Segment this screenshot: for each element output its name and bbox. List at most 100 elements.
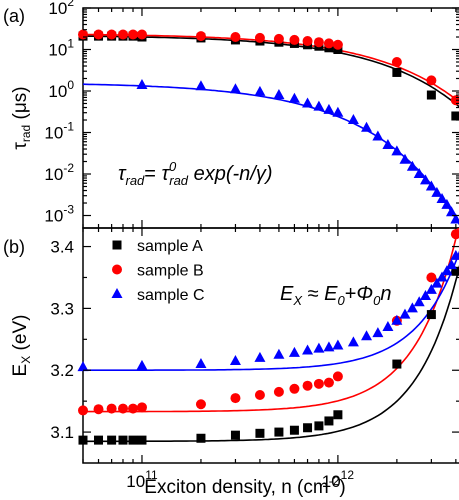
data-point-b-C bbox=[441, 265, 453, 276]
panel-b-label: (b) bbox=[3, 237, 25, 257]
legend-label: sample C bbox=[137, 287, 205, 304]
data-point-b-C bbox=[420, 290, 432, 301]
data-point-b-B bbox=[106, 403, 117, 414]
data-point-a-C bbox=[323, 103, 335, 114]
data-point-b-A bbox=[451, 266, 459, 276]
data-point-a-B bbox=[302, 36, 313, 47]
legend-marker-C bbox=[111, 288, 123, 298]
data-point-b-C bbox=[77, 361, 89, 372]
x-tick-label: 1011 bbox=[126, 468, 158, 491]
data-point-b-B bbox=[289, 383, 300, 394]
data-point-b-A bbox=[137, 435, 147, 445]
data-point-a-C bbox=[136, 78, 148, 89]
data-point-b-A bbox=[196, 433, 206, 443]
data-point-b-C bbox=[391, 314, 403, 325]
data-point-b-B bbox=[136, 402, 147, 413]
data-point-b-C bbox=[436, 271, 448, 282]
data-point-a-A bbox=[451, 111, 459, 121]
data-point-a-B bbox=[273, 33, 284, 44]
data-point-a-C bbox=[302, 97, 314, 108]
data-point-b-C bbox=[413, 296, 425, 307]
data-point-a-C bbox=[425, 180, 437, 191]
data-point-a-C bbox=[399, 153, 411, 164]
data-point-a-B bbox=[289, 34, 300, 45]
data-point-b-B bbox=[78, 405, 88, 416]
data-point-a-C bbox=[254, 85, 266, 96]
data-point-b-C bbox=[313, 342, 325, 353]
data-point-b-C bbox=[195, 358, 207, 369]
data-point-b-C bbox=[254, 351, 266, 362]
data-point-b-C bbox=[361, 330, 373, 341]
data-point-b-B bbox=[254, 389, 265, 400]
data-point-a-A bbox=[426, 90, 436, 100]
legend-marker-B bbox=[112, 264, 122, 275]
y-tick-label: 3.2 bbox=[50, 361, 74, 380]
y-tick-label: 100 bbox=[48, 78, 74, 101]
data-point-b-C bbox=[406, 302, 418, 313]
data-point-a-B bbox=[313, 37, 324, 48]
data-point-a-C bbox=[391, 145, 403, 156]
y-tick-label: 10-1 bbox=[44, 120, 74, 143]
panel-a-label: (a) bbox=[3, 6, 25, 26]
data-point-a-B bbox=[254, 32, 265, 43]
x-tick-label: 1012 bbox=[322, 468, 355, 491]
data-point-a-B bbox=[230, 32, 241, 43]
legend-label: sample B bbox=[137, 263, 204, 280]
data-point-b-C bbox=[273, 348, 285, 359]
data-point-b-B bbox=[93, 404, 104, 415]
y-tick-label: 3.3 bbox=[50, 299, 74, 318]
equation-a: τrad= τ0 rad exp(-n/γ) bbox=[118, 159, 273, 188]
data-point-b-A bbox=[274, 427, 284, 437]
data-point-b-C bbox=[347, 336, 359, 347]
y-axis-label-a: τrad (μs) bbox=[10, 86, 33, 149]
data-point-a-C bbox=[445, 206, 457, 217]
data-point-a-B bbox=[195, 31, 206, 42]
data-point-a-B bbox=[136, 29, 147, 40]
data-point-b-A bbox=[230, 430, 240, 440]
data-point-a-B bbox=[93, 29, 104, 40]
data-point-a-C bbox=[420, 174, 432, 185]
data-point-b-B bbox=[332, 371, 343, 382]
y-tick-label: 10-2 bbox=[44, 161, 74, 184]
data-point-b-A bbox=[118, 435, 128, 445]
panel-b-frame bbox=[82, 227, 459, 464]
data-point-b-A bbox=[426, 310, 436, 320]
fit-line-C bbox=[83, 83, 459, 226]
data-point-b-C bbox=[431, 277, 443, 288]
data-point-a-A bbox=[392, 67, 402, 77]
data-point-b-B bbox=[450, 229, 459, 240]
y-tick-label: 3.4 bbox=[50, 238, 74, 257]
data-point-b-C bbox=[323, 341, 335, 352]
data-point-a-B bbox=[78, 29, 88, 40]
data-point-b-A bbox=[333, 410, 343, 420]
data-point-b-C bbox=[288, 346, 300, 357]
data-point-b-B bbox=[302, 380, 313, 391]
data-point-a-B bbox=[426, 75, 437, 86]
data-point-a-B bbox=[332, 39, 343, 50]
data-point-b-B bbox=[230, 393, 241, 404]
data-point-b-C bbox=[425, 283, 437, 294]
data-point-a-B bbox=[106, 29, 117, 40]
data-point-a-C bbox=[332, 106, 344, 117]
data-point-a-B bbox=[323, 38, 334, 49]
data-point-b-C bbox=[382, 320, 394, 331]
y-axis-label-b: EX (eV) bbox=[10, 315, 33, 377]
data-point-b-A bbox=[255, 428, 265, 438]
data-point-b-C bbox=[399, 308, 411, 319]
data-point-b-B bbox=[273, 386, 284, 397]
data-point-b-C bbox=[332, 339, 344, 350]
y-tick-label: 101 bbox=[48, 37, 74, 60]
data-point-a-C bbox=[431, 186, 443, 197]
data-point-a-C bbox=[288, 92, 300, 103]
y-tick-label: 102 bbox=[48, 0, 74, 18]
legend-marker-A bbox=[112, 240, 122, 250]
data-point-b-C bbox=[445, 259, 457, 270]
data-point-b-A bbox=[314, 421, 324, 431]
data-point-b-A bbox=[128, 435, 138, 445]
panel-b: (b) 3.1 3.2 3.3 3.4 1011 1012 EX (eV) Excito… bbox=[3, 227, 459, 498]
data-point-a-C bbox=[406, 160, 418, 171]
data-point-a-C bbox=[382, 138, 394, 149]
data-point-b-C bbox=[302, 344, 314, 355]
data-point-a-C bbox=[229, 83, 241, 94]
